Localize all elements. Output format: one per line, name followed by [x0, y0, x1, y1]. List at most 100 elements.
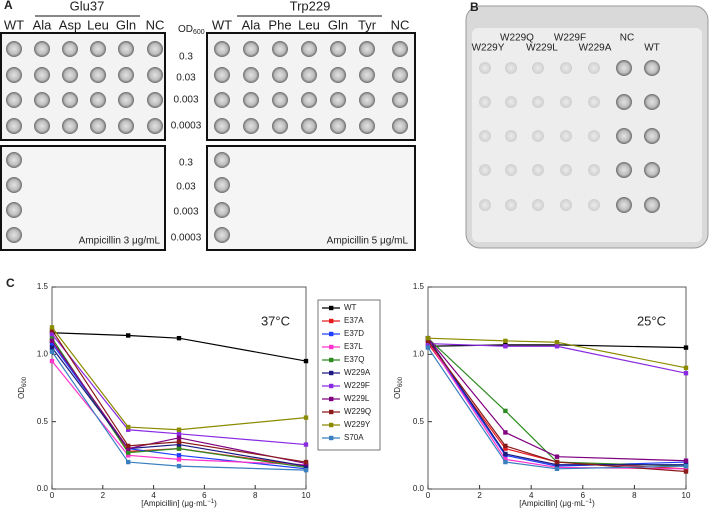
colony-spot [588, 164, 600, 176]
colony-spot [392, 118, 408, 134]
data-point [425, 341, 431, 346]
colony-spot [560, 130, 572, 142]
column-label: Leu [87, 17, 109, 32]
column-label: NC [146, 17, 165, 32]
x-axis-label: [Ampicillin] (μg·mL−1) [141, 499, 217, 509]
x-axis-label-sup: −1 [207, 499, 215, 505]
colony-spot [6, 202, 22, 218]
legend-marker [329, 383, 334, 389]
series-line [427, 337, 687, 462]
series-line [427, 343, 687, 470]
colony-spot [118, 41, 134, 57]
colony-spot [214, 227, 230, 243]
legend-label: W229A [344, 368, 371, 377]
series-line [51, 340, 307, 465]
colony-spot [644, 162, 660, 178]
strain-label: W229A [579, 43, 612, 54]
colony-spot [243, 67, 259, 83]
data-point [49, 335, 55, 341]
data-point [176, 435, 182, 441]
data-point [503, 344, 508, 349]
series-line [427, 340, 687, 473]
annotation: 37°C [261, 313, 290, 328]
colony-spot [560, 199, 572, 211]
panel-label: A [4, 0, 13, 12]
colony-spot [6, 177, 22, 193]
data-point [49, 331, 55, 337]
legend-label: E37L [344, 342, 363, 351]
colony-spot [588, 62, 600, 74]
od-label: 0.0003 [171, 233, 202, 244]
data-point [554, 466, 560, 471]
od-label: 0.0003 [171, 121, 202, 132]
plate [0, 145, 166, 251]
y-axis-label-main: OD [17, 387, 26, 399]
legend-marker [329, 357, 334, 363]
plate [206, 145, 416, 251]
y-tick-label: 0.5 [37, 417, 49, 426]
colony-spot [62, 118, 78, 134]
strain-label: W229L [526, 43, 558, 54]
x-tick-label: 4 [529, 491, 534, 500]
plate [0, 32, 166, 141]
y-tick-label: 0.0 [413, 484, 425, 493]
column-label: WT [212, 17, 232, 32]
legend-marker [329, 422, 334, 428]
data-point [503, 457, 508, 462]
colony-spot [34, 118, 50, 134]
colony-spot [359, 67, 375, 83]
colony-spot [118, 118, 134, 134]
x-tick-label: 8 [253, 491, 258, 500]
y-axis-label-main: OD [393, 387, 402, 399]
x-tick-label: 6 [202, 491, 207, 500]
column-label: Gln [328, 17, 348, 32]
colony-spot [392, 92, 408, 108]
colony-spot [62, 92, 78, 108]
legend-label: W229L [344, 394, 370, 403]
colony-spot [214, 92, 230, 108]
colony-spot [6, 92, 22, 108]
legend-marker [329, 344, 334, 350]
od-label: 0.03 [176, 182, 196, 193]
data-point [683, 458, 689, 463]
data-point [126, 459, 131, 465]
colony-spot [214, 152, 230, 168]
colony-spot [62, 67, 78, 83]
data-point [176, 442, 182, 447]
colony-spot [479, 62, 491, 74]
od-label: 0.003 [173, 207, 198, 218]
data-point [49, 358, 55, 364]
colony-spot [34, 92, 50, 108]
y-axis-label: OD600 [17, 376, 27, 399]
colony-spot [214, 41, 230, 57]
y-axis-label-sub: 600 [398, 376, 404, 387]
y-axis-label: OD600 [393, 376, 403, 399]
colony-spot [616, 60, 632, 76]
colony-spot [243, 118, 259, 134]
y-tick-label: 0.0 [37, 484, 49, 493]
y-tick-label: 1.0 [413, 349, 425, 358]
colony-spot [616, 162, 632, 178]
data-point [503, 443, 508, 449]
caption: Ampicillin 3 μg/mL [79, 236, 161, 247]
x-axis-label-sup: −1 [585, 499, 593, 505]
colony-spot [301, 118, 317, 134]
colony-spot [359, 118, 375, 134]
data-point [554, 344, 560, 349]
colony-spot [392, 41, 408, 57]
od-header: OD600 [178, 24, 205, 36]
data-point [126, 453, 131, 458]
colony-spot [214, 67, 230, 83]
data-point [503, 430, 508, 435]
colony-spot [6, 67, 22, 83]
legend-marker [329, 318, 334, 324]
x-tick-label: 10 [682, 491, 691, 500]
colony-spot [214, 118, 230, 134]
data-point [126, 446, 131, 451]
data-point [683, 469, 689, 474]
strain-label: W229F [554, 33, 586, 44]
series-line [51, 347, 307, 467]
colony-spot [532, 96, 544, 108]
column-label: WT [4, 17, 24, 32]
